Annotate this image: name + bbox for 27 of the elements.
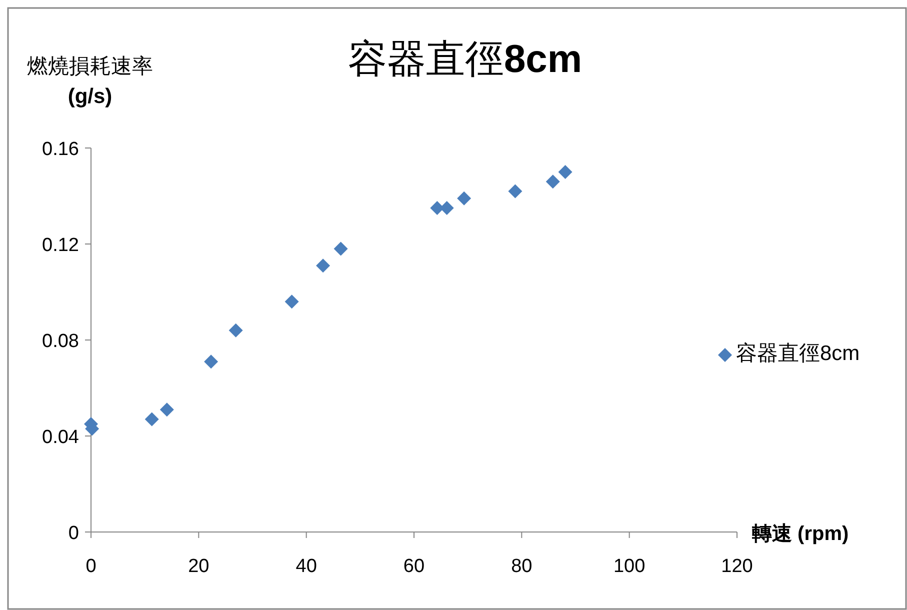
y-tick-label: 0.12 [42,235,79,256]
x-tick-label: 60 [403,556,425,577]
y-tick-label: 0.08 [42,331,79,352]
legend-label: 容器直徑8cm [736,341,861,367]
point [316,258,330,273]
y-tick-label: 0.16 [42,139,79,160]
y-tick-label: 0 [68,523,79,544]
x-axis-title: 轉速 (rpm) [752,522,850,547]
x-tick-label: 80 [511,556,532,577]
point [160,402,174,417]
x-tick-label: 40 [296,556,317,577]
point [334,242,348,256]
y-axis-title: 燃燒損耗速率 (g/s) [26,54,154,110]
point [457,191,472,206]
point [144,412,159,426]
y-tick-label: 0.04 [42,427,80,448]
point [284,294,299,309]
point [228,323,243,338]
x-tick-label: 20 [188,556,210,577]
point [558,165,572,179]
x-tick-label: 100 [613,556,646,577]
point [204,354,218,369]
point [546,174,560,189]
chart-title: 容器直徑8cm [346,37,584,83]
x-tick-label: 0 [86,556,96,577]
x-tick-label: 120 [721,556,753,577]
point [508,184,522,198]
